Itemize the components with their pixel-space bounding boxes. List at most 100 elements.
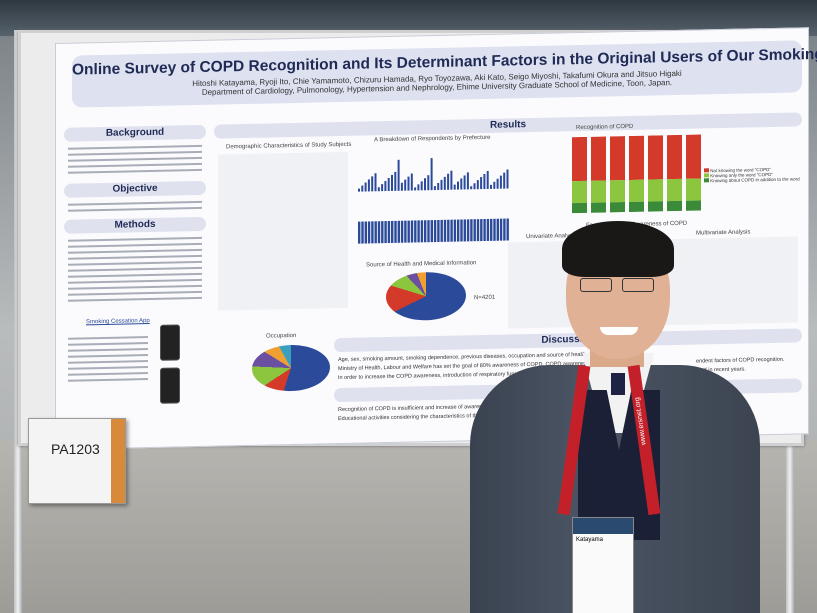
recognition-bar-segment (610, 202, 625, 213)
prefecture-bar (463, 175, 466, 190)
prefecture-bar-2 (364, 221, 368, 244)
hair (562, 221, 674, 277)
prefecture-bar-2 (450, 219, 453, 242)
section-methods: Methods (64, 216, 206, 234)
prefecture-bar-2 (480, 219, 483, 242)
prefecture-bar-2 (483, 218, 486, 242)
recognition-bar-segment (591, 202, 606, 213)
name-badge: Katayama (572, 517, 634, 613)
prefecture-bar (506, 169, 509, 189)
prefecture-bar-2 (433, 220, 437, 243)
prefecture-bar (358, 188, 360, 192)
prefecture-bar-2 (460, 219, 463, 242)
prefecture-bar (433, 186, 436, 191)
prefecture-bar-2 (384, 221, 387, 244)
prefecture-bar-2 (506, 218, 509, 241)
prefecture-heading: A Breakdown of Respondents by Prefecture (374, 134, 491, 144)
prefecture-bar (410, 173, 413, 191)
recognition-bar-segment (648, 179, 663, 202)
presenter: www.ersnet.org Katayama (470, 215, 760, 613)
recognition-bar-segment (667, 200, 682, 212)
prefecture-bar (384, 181, 387, 192)
prefecture-bar (470, 186, 473, 190)
prefecture-bar-2 (410, 220, 414, 243)
demographic-table (218, 151, 348, 311)
badge-name: Katayama (576, 537, 604, 543)
prefecture-bar-2 (417, 220, 420, 243)
recognition-bar-segment (686, 200, 701, 211)
recognition-bar-segment (610, 136, 625, 181)
prefecture-bar (493, 181, 496, 189)
prefecture-bar (499, 175, 502, 189)
prefecture-bar-2 (466, 219, 470, 242)
source-heading: Source of Health and Medical Information (366, 260, 477, 269)
prefecture-bar-2 (457, 219, 460, 242)
app-heading: Smoking Cessation App (86, 318, 150, 326)
prefecture-bar (486, 170, 489, 189)
prefecture-bar-2 (473, 219, 476, 242)
prefecture-bar (417, 184, 420, 191)
prefecture-bar-2 (447, 219, 450, 242)
prefecture-bar (450, 170, 453, 190)
recognition-bar-segment (610, 180, 625, 203)
prefecture-bar-2 (440, 219, 443, 242)
legend-item: Knowing about COPD in addition to the wo… (704, 176, 800, 183)
prefecture-bar-2 (499, 218, 503, 241)
prefecture-bar (387, 177, 390, 192)
prefecture-bar-2 (361, 221, 364, 244)
prefecture-bar (367, 179, 370, 192)
poster-number-placard: PA1203 (28, 418, 126, 504)
prefecture-bar-2 (427, 220, 430, 243)
app-screenshot-1 (160, 324, 180, 361)
prefecture-bar-2 (404, 220, 407, 243)
prefecture-bar (447, 173, 450, 190)
prefecture-bar-2 (420, 220, 424, 243)
prefecture-bar-2 (381, 221, 384, 244)
recognition-bar-segment (686, 178, 701, 201)
poster-header: Online Survey of COPD Recognition and It… (72, 40, 817, 108)
recognition-bar-segment (572, 180, 587, 204)
prefecture-bar (473, 183, 476, 190)
prefecture-bar-2 (470, 219, 473, 242)
prefecture-bar-charts (358, 158, 509, 244)
section-background: Background (64, 124, 206, 142)
prefecture-bar (394, 171, 397, 191)
prefecture-bar-2 (496, 218, 500, 241)
prefecture-bar (381, 184, 384, 192)
prefecture-bar-2 (453, 219, 457, 242)
prefecture-bar (443, 176, 446, 190)
prefecture-bar-2 (394, 220, 397, 243)
prefecture-bar-2 (486, 218, 490, 241)
prefecture-bar (457, 181, 459, 190)
background-text (68, 141, 202, 178)
recognition-bar-segment (686, 134, 701, 179)
recognition-bar-segment (591, 180, 606, 203)
prefecture-bar (460, 178, 463, 190)
prefecture-bar-2 (443, 219, 447, 242)
prefecture-bar-2 (374, 221, 377, 244)
prefecture-bar-2 (391, 220, 394, 243)
prefecture-bar (496, 178, 499, 189)
methods-text (68, 233, 202, 306)
section-results: Results (214, 112, 802, 139)
prefecture-bar (414, 187, 417, 191)
prefecture-bar (453, 184, 456, 190)
prefecture-bar (480, 177, 483, 190)
prefecture-bar (420, 181, 423, 191)
prefecture-bar (371, 176, 374, 192)
prefecture-bar (397, 159, 400, 191)
recognition-legend: Not knowing the word "COPD" Knowing only… (704, 166, 800, 183)
prefecture-bar-2 (503, 218, 506, 241)
glasses (580, 278, 660, 292)
prefecture-bar (424, 178, 426, 191)
prefecture-bar-2 (476, 219, 480, 242)
prefecture-bar (377, 187, 380, 192)
occupation-heading: Occupation (266, 332, 297, 340)
recognition-bar-segment (629, 179, 644, 202)
prefecture-bar-2 (367, 221, 371, 244)
prefecture-bar-2 (490, 218, 493, 241)
recognition-bar-segment (572, 202, 587, 214)
prefecture-bar-2 (397, 220, 400, 243)
occupation-pie-chart (252, 344, 330, 392)
